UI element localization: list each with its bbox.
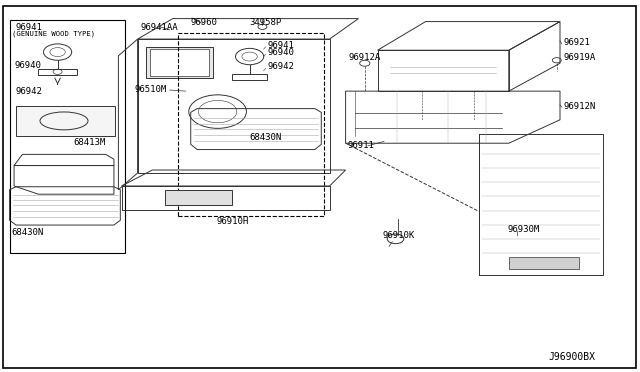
Text: 96919A: 96919A — [563, 53, 595, 62]
Bar — [378, 50, 509, 91]
Bar — [150, 49, 209, 76]
Text: (GENUINE WOOD TYPE): (GENUINE WOOD TYPE) — [12, 30, 95, 37]
Bar — [10, 20, 125, 253]
Bar — [138, 39, 330, 173]
Bar — [146, 46, 213, 78]
Text: 68430N: 68430N — [12, 228, 44, 237]
Text: 96960: 96960 — [191, 18, 218, 27]
Text: 96910H: 96910H — [216, 217, 248, 226]
Text: 68413M: 68413M — [74, 138, 106, 147]
Text: 96912A: 96912A — [349, 53, 381, 62]
Bar — [16, 106, 115, 136]
Bar — [165, 190, 232, 205]
Text: J96900BX: J96900BX — [548, 352, 595, 362]
Text: 96941: 96941 — [16, 23, 43, 32]
Text: 96930M: 96930M — [508, 225, 540, 234]
Text: 96510M: 96510M — [134, 85, 166, 94]
Text: 96942: 96942 — [268, 62, 294, 71]
Text: 68430N: 68430N — [250, 133, 282, 142]
Text: 96940: 96940 — [14, 61, 41, 70]
Text: 96921: 96921 — [563, 38, 590, 47]
Text: 34958P: 34958P — [250, 18, 282, 27]
Text: 96942: 96942 — [16, 87, 43, 96]
Text: 96941: 96941 — [268, 41, 294, 50]
Text: 96912N: 96912N — [563, 102, 595, 110]
Text: 96910K: 96910K — [383, 231, 415, 240]
Bar — [38, 69, 77, 75]
Text: 96940: 96940 — [268, 48, 294, 57]
Bar — [509, 257, 579, 269]
Bar — [178, 33, 324, 216]
Text: 96911: 96911 — [348, 141, 374, 150]
Bar — [232, 74, 267, 80]
Text: 96941AA: 96941AA — [141, 23, 179, 32]
